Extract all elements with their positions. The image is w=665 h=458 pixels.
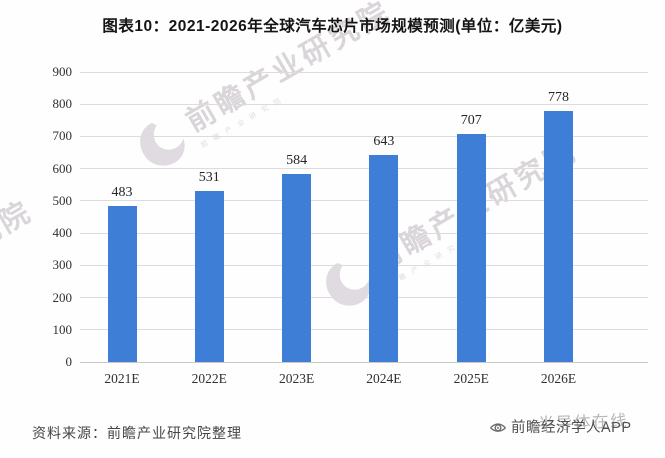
x-axis-tick-label: 2023E xyxy=(278,371,315,386)
brand-attribution: 前瞻经济学人APP xyxy=(488,416,632,437)
y-axis-tick-label: 400 xyxy=(52,225,73,241)
gridline xyxy=(80,297,648,299)
y-axis-tick-label: 800 xyxy=(52,96,73,112)
source-note: 资料来源：前瞻产业研究院整理 xyxy=(32,425,242,441)
x-axis-tick-label: 2026E xyxy=(540,371,577,386)
bar-2023E xyxy=(282,173,312,362)
y-axis-tick-label: 700 xyxy=(52,128,73,144)
bar-2025E xyxy=(456,134,486,362)
gridline xyxy=(80,135,648,137)
bar-2022E xyxy=(194,190,224,362)
x-axis-tick-label: 2024E xyxy=(366,371,402,386)
y-axis-tick-label: 600 xyxy=(52,160,73,176)
x-axis-tick-label: 2025E xyxy=(453,371,489,386)
bar-value-label: 483 xyxy=(111,185,133,201)
chart-title: 图表10：2021-2026年全球汽车芯片市场规模预测(单位：亿美元) xyxy=(102,18,563,35)
gridline xyxy=(80,103,648,105)
gridline xyxy=(80,232,648,234)
bar-value-label: 707 xyxy=(460,113,482,129)
gridline xyxy=(80,264,648,266)
bar-value-label: 531 xyxy=(198,169,220,185)
bar-2024E xyxy=(369,154,399,362)
x-axis-tick-label: 2021E xyxy=(104,371,140,386)
bar-chart-plot-area: 0 100 200 300 400 500 600 700 800 900 483 2021E 531 2… xyxy=(52,64,648,386)
bar-value-label: 643 xyxy=(373,133,395,149)
y-axis-tick-label: 0 xyxy=(65,354,73,369)
gridline xyxy=(80,329,648,331)
x-axis-tick-label: 2022E xyxy=(191,371,227,386)
bar-value-label: 584 xyxy=(286,152,308,168)
gridline xyxy=(80,168,648,170)
gridline xyxy=(80,71,648,73)
bar-value-label: 778 xyxy=(548,90,569,106)
y-axis-tick-label: 300 xyxy=(52,257,73,273)
x-axis-line xyxy=(80,361,648,363)
y-axis-tick-label: 500 xyxy=(52,192,73,208)
bar-2021E xyxy=(107,206,137,362)
y-axis-tick-label: 900 xyxy=(52,64,73,79)
gridline xyxy=(80,200,648,202)
eye-logo-icon xyxy=(490,422,506,432)
bar-2026E xyxy=(544,111,573,362)
y-axis-tick-label: 200 xyxy=(52,289,73,305)
brand-label: 前瞻经济学人APP xyxy=(511,420,632,436)
y-axis-tick-label: 100 xyxy=(52,321,73,337)
